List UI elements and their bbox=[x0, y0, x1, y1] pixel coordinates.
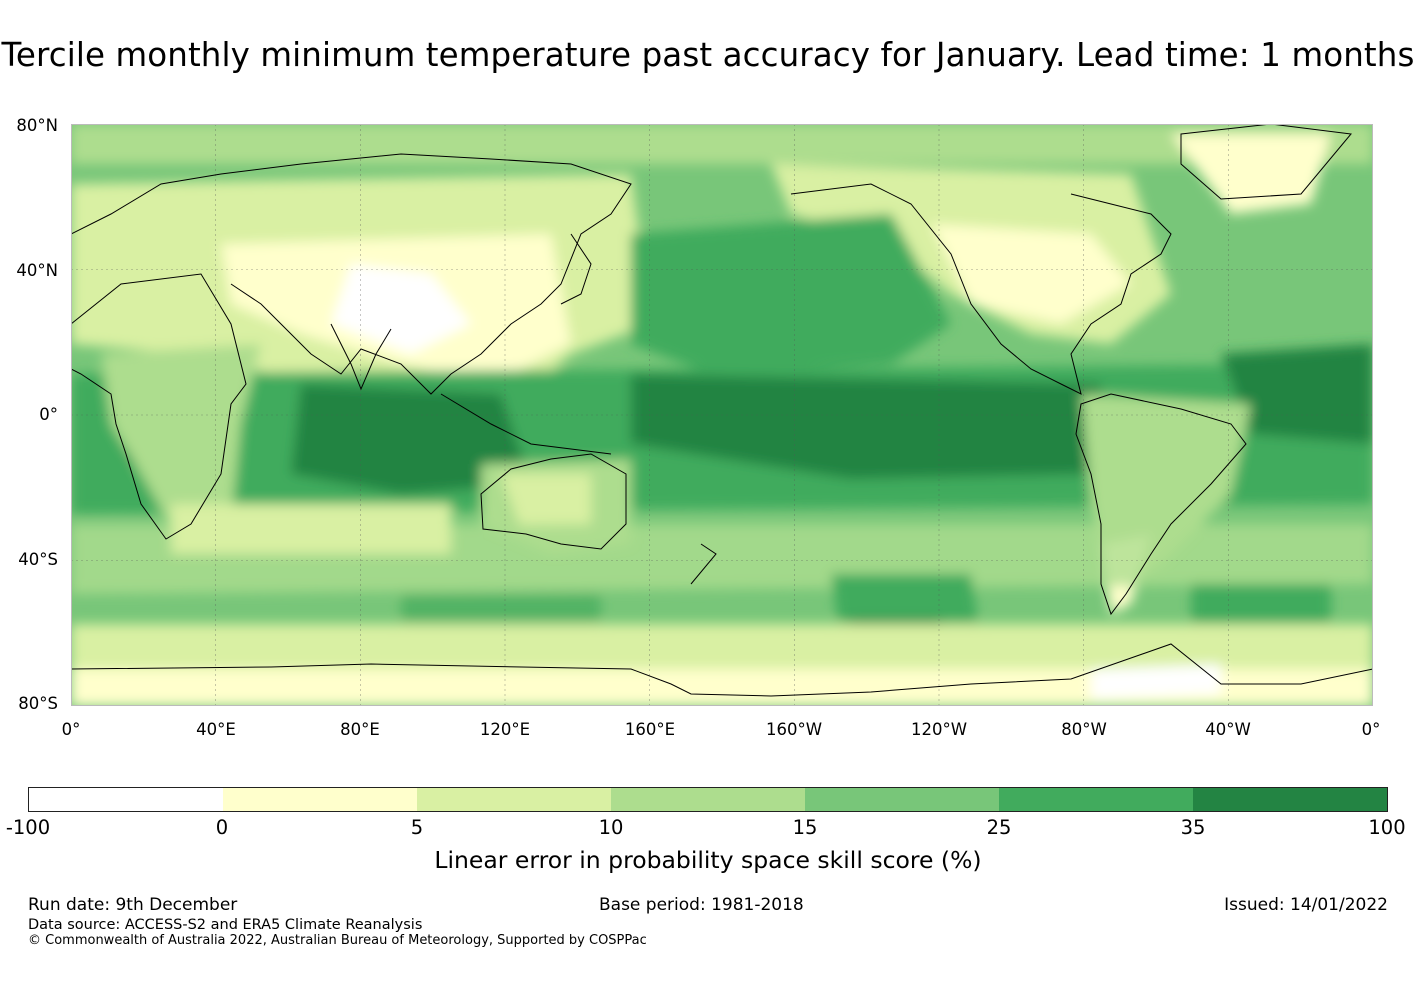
colorbar-segment-0 bbox=[29, 788, 223, 811]
lon-tick-120e: 120°E bbox=[479, 720, 531, 739]
colorbar-tick: 100 bbox=[1368, 816, 1406, 839]
colorbar-tick: 15 bbox=[792, 816, 818, 839]
colorbar-tick: 5 bbox=[410, 816, 424, 839]
colorbar-segment-5 bbox=[999, 788, 1193, 811]
run-date: Run date: 9th December bbox=[28, 895, 238, 915]
lon-tick-0-left: 0° bbox=[61, 720, 81, 739]
issued-date: Issued: 14/01/2022 bbox=[1224, 895, 1388, 915]
lon-tick-160w: 160°W bbox=[765, 720, 823, 739]
colorbar-segment-1 bbox=[223, 788, 417, 811]
lat-tick-80s: 80°S bbox=[18, 694, 58, 713]
colorbar-tick: -100 bbox=[5, 816, 51, 839]
colorbar-segment-3 bbox=[611, 788, 805, 811]
colorbar-tick: 35 bbox=[1180, 816, 1206, 839]
colorbar-tick: 25 bbox=[986, 816, 1012, 839]
colorbar-tick: 0 bbox=[215, 816, 229, 839]
skill-fields bbox=[71, 124, 1373, 706]
lon-tick-0-right: 0° bbox=[1361, 720, 1381, 739]
graticule bbox=[71, 124, 1373, 706]
lon-tick-120w: 120°W bbox=[910, 720, 968, 739]
coastlines bbox=[71, 124, 1373, 697]
copyright: © Commonwealth of Australia 2022, Austra… bbox=[28, 933, 647, 948]
colorbar-segment-4 bbox=[805, 788, 999, 811]
base-period: Base period: 1981-2018 bbox=[599, 895, 804, 915]
map-frame bbox=[71, 124, 1373, 706]
skill-score-map[interactable] bbox=[71, 124, 1373, 706]
colorbar bbox=[28, 787, 1388, 812]
lon-tick-40w: 40°W bbox=[1205, 720, 1251, 739]
data-source: Data source: ACCESS-S2 and ERA5 Climate … bbox=[28, 917, 423, 933]
lat-tick-80n: 80°N bbox=[16, 116, 58, 135]
colorbar-segment-6 bbox=[1193, 788, 1387, 811]
colorbar-label: Linear error in probability space skill … bbox=[434, 846, 982, 874]
colorbar-segment-2 bbox=[417, 788, 611, 811]
lat-tick-40s: 40°S bbox=[18, 550, 58, 569]
map-svg bbox=[71, 124, 1373, 706]
lon-tick-80e: 80°E bbox=[340, 720, 380, 739]
lat-tick-0: 0° bbox=[39, 405, 58, 424]
colorbar-tick: 10 bbox=[598, 816, 624, 839]
lon-tick-40e: 40°E bbox=[196, 720, 236, 739]
lat-tick-40n: 40°N bbox=[16, 261, 58, 280]
chart-title: Tercile monthly minimum temperature past… bbox=[1, 36, 1415, 74]
lon-tick-160e: 160°E bbox=[624, 720, 676, 739]
lon-tick-80w: 80°W bbox=[1061, 720, 1107, 739]
